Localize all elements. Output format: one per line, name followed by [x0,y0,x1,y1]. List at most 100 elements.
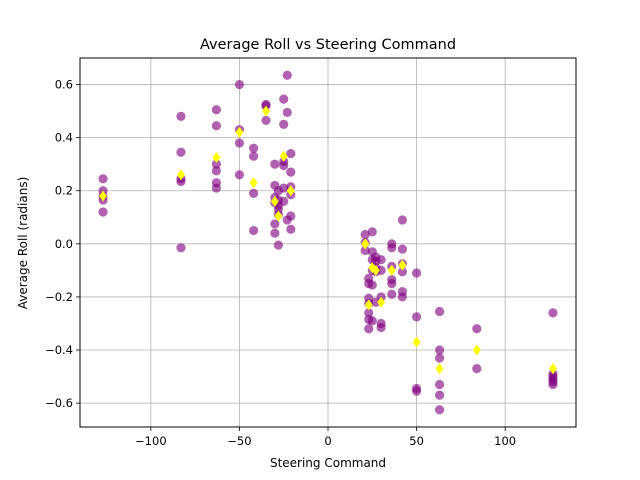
y-axis-label: Average Roll (radians) [16,177,30,310]
data-point [367,227,377,237]
data-point [211,105,221,115]
data-point [286,224,296,234]
data-point [261,115,271,125]
data-point [397,267,407,277]
mean-marker [472,344,481,356]
data-point [270,228,280,238]
mean-marker [398,259,407,271]
y-tick-label: 0.0 [55,237,73,251]
y-axis-ticks: −0.6 −0.4 −0.2 0.0 0.2 0.4 0.6 [45,78,80,410]
x-tick-label: −100 [135,434,167,448]
data-point [411,268,422,278]
data-point [234,79,245,90]
mean-marker [364,299,373,311]
data-point [376,322,386,333]
data-point [364,308,374,318]
mean-marker [387,264,396,276]
data-point [360,245,370,256]
data-point [211,159,221,169]
data-point [286,148,296,159]
y-tick-label: 0.2 [55,184,73,198]
data-point [211,166,221,176]
data-point [270,219,280,229]
data-point [411,386,422,396]
x-tick-label: −50 [227,434,251,448]
data-point [279,196,289,206]
mean-marker [412,336,421,348]
mean-marker [99,190,107,202]
data-point [472,324,482,334]
mean-marker [279,150,288,162]
data-point [279,94,289,104]
x-axis-label: Steering Command [270,456,386,470]
data-points [98,70,558,415]
data-point [376,265,386,275]
data-point [98,174,108,184]
data-point [411,312,422,322]
mean-marker [270,195,279,207]
data-point [397,215,407,225]
mean-marker [549,363,557,375]
y-tick-label: −0.4 [45,343,73,357]
data-point [249,151,259,161]
data-point [234,138,245,148]
y-tick-label: 0.4 [55,131,73,145]
data-point [282,107,292,118]
data-point [98,207,108,217]
data-point [270,159,280,169]
data-point [273,240,283,250]
mean-marker [361,238,370,250]
data-point [211,121,221,131]
data-point [435,379,445,390]
data-point [376,255,386,265]
data-point [286,211,296,221]
data-point [286,167,296,177]
y-tick-label: −0.2 [45,290,73,304]
mean-marker [262,105,270,117]
data-point [435,405,445,415]
data-point [176,147,186,157]
data-point [279,119,289,129]
data-point [435,353,445,363]
data-point [364,324,374,334]
data-point [249,225,259,236]
data-point [435,345,445,355]
mean-marker [235,126,244,138]
data-point [548,379,558,390]
x-tick-label: 50 [409,434,424,448]
chart-title: Average Roll vs Steering Command [200,37,456,53]
mean-series [99,105,557,375]
x-tick-label: 100 [494,434,516,448]
mean-marker [274,210,283,222]
data-point [397,244,407,254]
y-tick-label: 0.6 [55,78,73,92]
data-point [279,183,289,193]
data-point [279,160,289,171]
data-point [387,289,397,299]
data-point [282,70,292,80]
data-point [249,188,259,198]
mean-marker [377,296,386,308]
data-point [435,306,445,317]
y-tick-label: −0.6 [45,396,73,410]
data-point [249,143,259,153]
sample-series [98,70,558,415]
data-point [211,183,221,193]
data-point [387,243,397,253]
mean-marker [212,152,221,164]
data-point [435,390,445,400]
mean-marker [286,185,295,197]
mean-marker [177,169,185,181]
data-point [472,363,482,374]
data-point [360,229,370,240]
data-point [176,243,186,253]
data-point [397,292,407,302]
mean-marker [371,264,380,276]
data-point [387,279,397,289]
data-point [367,280,377,290]
data-point [176,176,186,187]
data-point [234,170,245,180]
data-point [367,316,377,326]
